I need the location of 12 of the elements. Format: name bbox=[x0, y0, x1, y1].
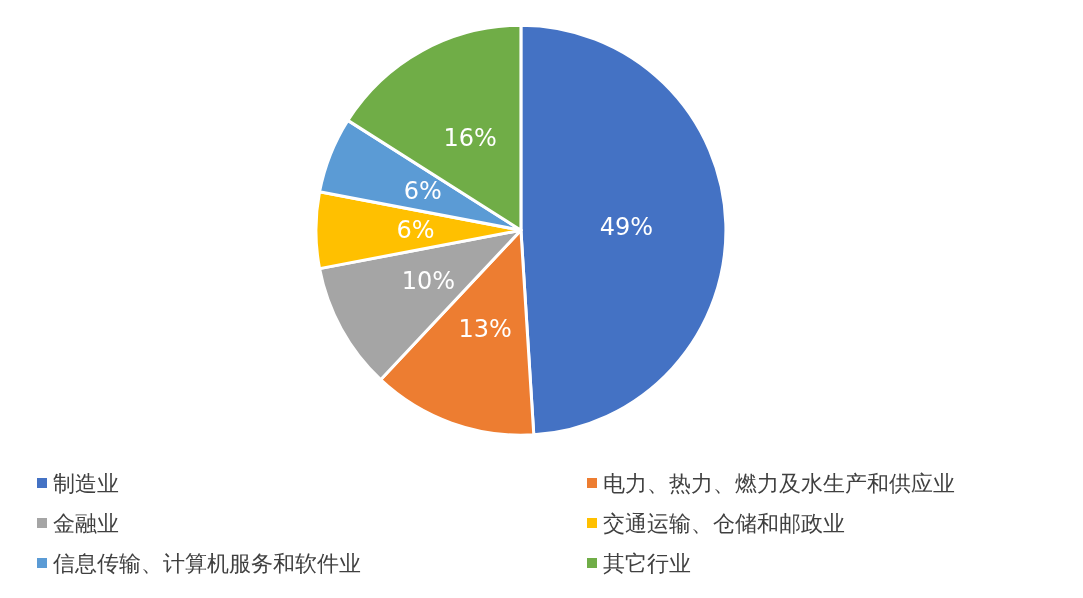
data-label: 49% bbox=[599, 212, 654, 241]
legend-label: 金融业 bbox=[53, 510, 119, 536]
legend-label: 制造业 bbox=[53, 470, 119, 496]
legend-label: 信息传输、计算机服务和软件业 bbox=[53, 550, 361, 576]
legend-label: 交通运输、仓储和邮政业 bbox=[603, 510, 845, 536]
data-label: 10% bbox=[401, 267, 456, 296]
data-label: 6% bbox=[403, 177, 442, 206]
data-label: 6% bbox=[396, 216, 435, 245]
legend-label: 其它行业 bbox=[603, 550, 691, 576]
data-label: 13% bbox=[458, 315, 512, 344]
data-label: 16% bbox=[443, 123, 497, 152]
legend-label: 电力、热力、燃力及水生产和供应业 bbox=[603, 470, 955, 496]
